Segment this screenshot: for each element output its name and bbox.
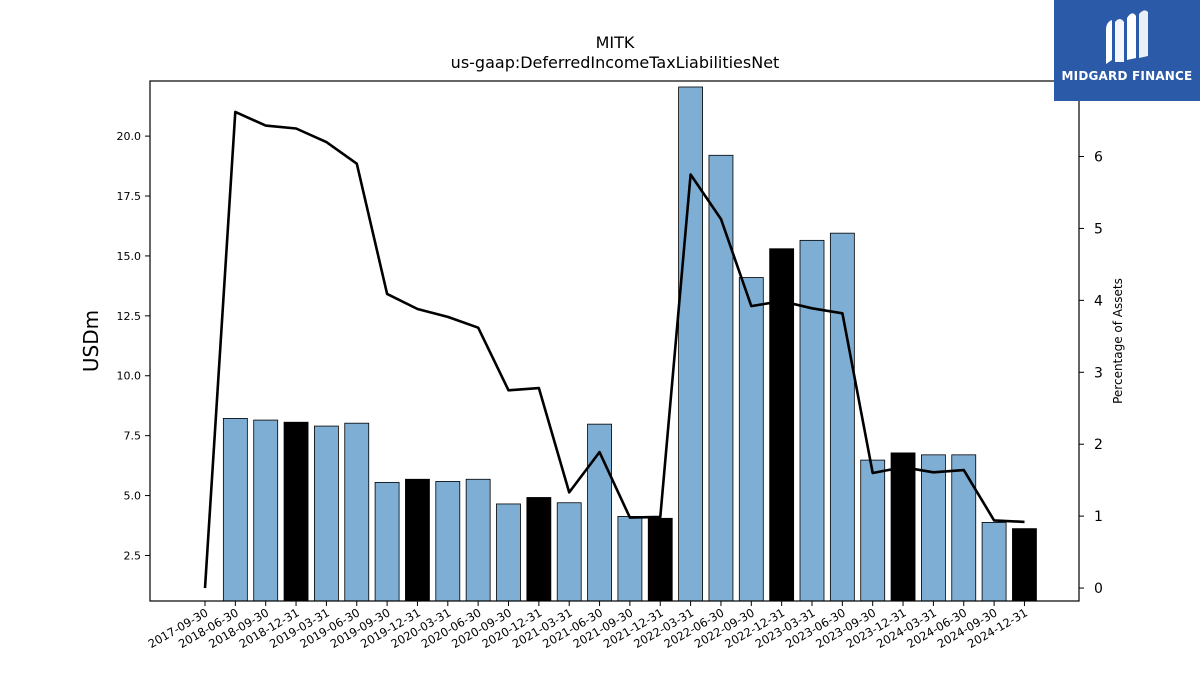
bar-2018-06-30 [222,418,248,602]
y2-tick-label: 0 [1094,581,1103,597]
bar-2021-12-31 [647,517,673,602]
bar-2021-03-31 [556,502,582,602]
bar-2023-09-30 [860,459,886,602]
plot-frame [149,80,1080,602]
y2-tick-label: 5 [1094,221,1103,237]
y2-tick-label: 1 [1094,509,1103,525]
y2-tick-label: 2 [1094,437,1103,453]
bar-2020-12-31 [526,497,552,602]
y-tick-label: 5.0 [124,490,142,503]
brand-name: MIDGARD FINANCE [1061,69,1193,83]
bar-2024-06-30 [951,454,977,602]
chart-title: MITK [596,33,635,52]
bar-2023-12-31 [890,452,916,602]
bar-2020-09-30 [496,503,521,602]
y2-tick-label: 6 [1094,150,1103,166]
y-tick-label: 7.5 [124,430,142,443]
chart-subtitle: us-gaap:DeferredIncomeTaxLiabilitiesNet [451,53,780,72]
y2-axis: 0 1 2 3 4 5 6 [1079,150,1103,597]
y-tick-label: 20.0 [117,130,142,143]
bar-2023-06-30 [829,232,855,602]
y-axis-label: USDm [79,310,103,372]
y-tick-label: 17.5 [117,190,142,203]
midgard-logo-icon [1106,10,1148,64]
x-axis: 2017-09-302018-06-302018-09-302018-12-31… [146,601,1030,651]
bar-2019-12-31 [405,478,430,602]
bar-2022-03-31 [678,86,703,602]
bar-2019-03-31 [313,425,339,602]
bar-2019-06-30 [344,422,370,602]
bar-2022-12-31 [769,248,795,602]
bar-2020-03-31 [435,481,461,602]
y2-axis-label: Percentage of Assets [1111,278,1125,404]
bar-2021-06-30 [587,423,612,602]
bar-2024-03-31 [921,454,946,602]
y-tick-label: 2.5 [124,549,142,562]
y-tick-label: 12.5 [117,310,142,323]
bar-2024-09-30 [981,522,1007,602]
bar-2018-12-31 [283,421,309,602]
y2-tick-label: 4 [1094,293,1103,309]
bar-2019-09-30 [374,481,400,602]
bar-2024-12-31 [1012,528,1037,602]
bars-layer [222,86,1037,602]
y-tick-label: 10.0 [117,370,142,383]
y-axis: 2.5 5.0 7.5 10.0 12.5 15.0 17.5 20.0 [117,130,150,562]
line-layer [203,110,1025,589]
bar-2020-06-30 [465,478,491,602]
bar-2018-09-30 [253,419,279,602]
bar-2022-06-30 [708,154,734,602]
bar-2021-09-30 [617,516,643,602]
percentage-line [203,110,1025,589]
bar-2022-09-30 [738,277,764,602]
brand-logo: MIDGARD FINANCE [1054,0,1200,101]
y-tick-label: 15.0 [117,250,142,263]
bar-2023-03-31 [799,239,825,602]
y2-tick-label: 3 [1094,365,1103,381]
